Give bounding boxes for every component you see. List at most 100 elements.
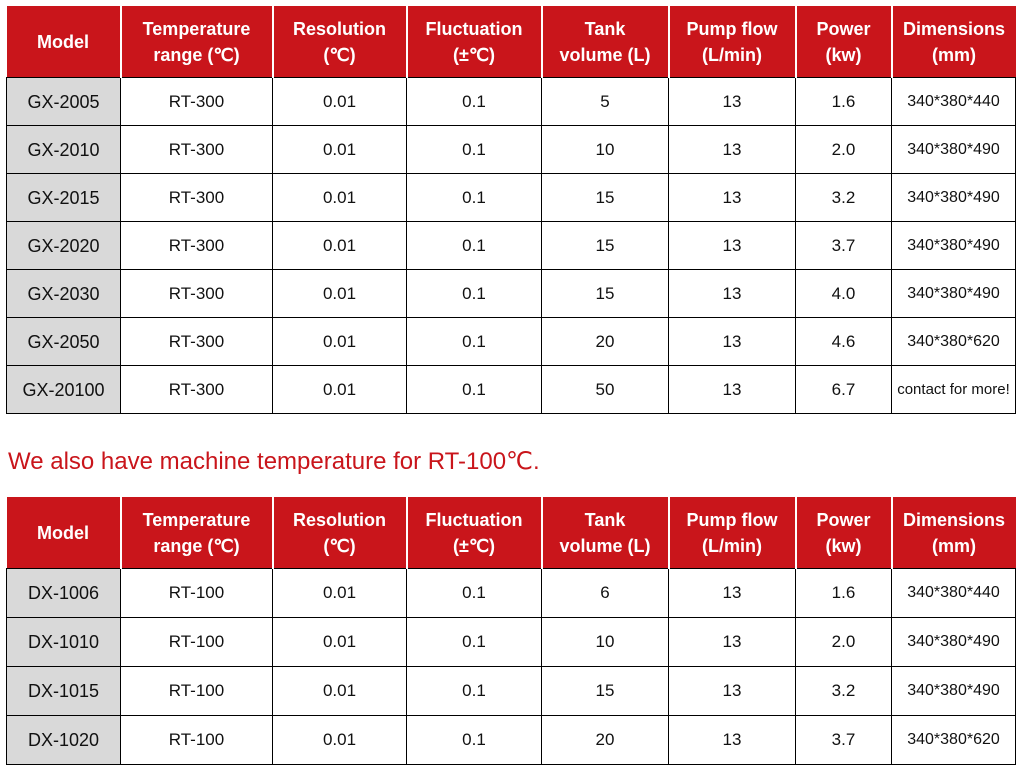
dimensions-cell: contact for more! [891,365,1016,414]
dimensions-cell: 340*380*490 [891,221,1016,270]
power-cell: 4.0 [795,269,892,318]
rt100-availability-note: We also have machine temperature for RT-… [8,448,540,475]
resolution-cell: 0.01 [272,77,407,126]
tank-volume-cell: 50 [541,365,669,414]
header-line: (mm) [932,535,976,556]
pump-flow-cell: 13 [668,173,796,222]
header-line: Pump flow [686,18,778,39]
pump-flow-cell: 13 [668,269,796,318]
model-cell: DX-1006 [6,568,121,618]
power-cell: 6.7 [795,365,892,414]
table-row: GX-2010 RT-300 0.01 0.1 10 13 2.0 340*380*490 [6,125,1016,174]
dimensions-cell: 340*380*620 [891,317,1016,366]
header-line: Resolution [293,509,386,530]
header-line: Dimensions [902,18,1006,39]
header-line: (kw) [825,535,862,556]
table-row: GX-2030 RT-300 0.01 0.1 15 13 4.0 340*380*490 [6,269,1016,318]
fluctuation-cell: 0.1 [406,666,542,716]
table-row: DX-1020 RT-100 0.01 0.1 20 13 3.7 340*380*620 [6,715,1016,765]
power-cell: 1.6 [795,77,892,126]
header-line: (±℃) [452,535,496,556]
tank-volume-cell: 10 [541,617,669,667]
temperature-range-cell: RT-100 [120,666,273,716]
column-header-fluctuation: Fluctuation (±℃) [406,6,543,78]
resolution-cell: 0.01 [272,125,407,174]
table-row: GX-2050 RT-300 0.01 0.1 20 13 4.6 340*380*620 [6,317,1016,366]
dimensions-cell: 340*380*490 [891,269,1016,318]
dimensions-cell: 340*380*490 [891,125,1016,174]
resolution-cell: 0.01 [272,269,407,318]
table-row: GX-2015 RT-300 0.01 0.1 15 13 3.2 340*380*490 [6,173,1016,222]
fluctuation-cell: 0.1 [406,365,542,414]
fluctuation-cell: 0.1 [406,617,542,667]
column-header-temperature: Temperature range (℃) [120,497,274,569]
dimensions-cell: 340*380*620 [891,715,1016,765]
header-line: (L/min) [702,535,762,556]
power-cell: 3.2 [795,173,892,222]
header-line: range (℃) [153,44,240,65]
column-header-power: Power (kw) [795,497,893,569]
header-line: (mm) [932,44,976,65]
model-cell: GX-2050 [6,317,121,366]
temperature-range-cell: RT-300 [120,173,273,222]
column-header-resolution: Resolution (℃) [272,6,408,78]
spec-table-gx: Model Temperature range (℃) Resolution (℃)… [6,6,1016,414]
temperature-range-cell: RT-100 [120,715,273,765]
column-header-dimensions: Dimensions (mm) [891,6,1016,78]
power-cell: 2.0 [795,617,892,667]
power-cell: 3.7 [795,221,892,270]
column-header-tank-volume: Tank volume (L) [541,497,670,569]
tank-volume-cell: 15 [541,221,669,270]
resolution-cell: 0.01 [272,317,407,366]
model-cell: DX-1020 [6,715,121,765]
dimensions-cell: 340*380*490 [891,666,1016,716]
header-line: volume (L) [559,535,651,556]
temperature-range-cell: RT-300 [120,221,273,270]
fluctuation-cell: 0.1 [406,269,542,318]
table-row: GX-2005 RT-300 0.01 0.1 5 13 1.6 340*380*440 [6,77,1016,126]
fluctuation-cell: 0.1 [406,568,542,618]
temperature-range-cell: RT-100 [120,617,273,667]
tank-volume-cell: 6 [541,568,669,618]
column-header-pump-flow: Pump flow (L/min) [668,6,797,78]
pump-flow-cell: 13 [668,125,796,174]
pump-flow-cell: 13 [668,568,796,618]
header-line: Fluctuation [425,509,523,530]
tank-volume-cell: 15 [541,666,669,716]
table-row: GX-2020 RT-300 0.01 0.1 15 13 3.7 340*380*490 [6,221,1016,270]
tank-volume-cell: 20 [541,317,669,366]
table-row: DX-1006 RT-100 0.01 0.1 6 13 1.6 340*380*440 [6,568,1016,618]
table-body: DX-1006 RT-100 0.01 0.1 6 13 1.6 340*380*440 DX-… [6,568,1016,765]
header-line: (℃) [323,535,356,556]
column-header-model: Model [6,497,122,569]
header-line: (±℃) [452,44,496,65]
dimensions-cell: 340*380*440 [891,77,1016,126]
spec-table-dx: Model Temperature range (℃) Resolution (℃)… [6,497,1016,765]
column-header-fluctuation: Fluctuation (±℃) [406,497,543,569]
header-line: (L/min) [702,44,762,65]
temperature-range-cell: RT-300 [120,317,273,366]
resolution-cell: 0.01 [272,568,407,618]
model-cell: GX-2015 [6,173,121,222]
power-cell: 4.6 [795,317,892,366]
tank-volume-cell: 10 [541,125,669,174]
model-cell: GX-2030 [6,269,121,318]
table-row: DX-1015 RT-100 0.01 0.1 15 13 3.2 340*380*490 [6,666,1016,716]
column-header-resolution: Resolution (℃) [272,497,408,569]
column-header-temperature: Temperature range (℃) [120,6,274,78]
model-cell: GX-20100 [6,365,121,414]
table-row: GX-20100 RT-300 0.01 0.1 50 13 6.7 contact for … [6,365,1016,414]
header-line: Temperature [142,18,251,39]
column-header-power: Power (kw) [795,6,893,78]
power-cell: 2.0 [795,125,892,174]
pump-flow-cell: 13 [668,317,796,366]
power-cell: 1.6 [795,568,892,618]
dimensions-cell: 340*380*490 [891,173,1016,222]
table-header-row: Model Temperature range (℃) Resolution (℃)… [6,6,1016,78]
resolution-cell: 0.01 [272,221,407,270]
fluctuation-cell: 0.1 [406,221,542,270]
tank-volume-cell: 15 [541,173,669,222]
power-cell: 3.2 [795,666,892,716]
temperature-range-cell: RT-300 [120,125,273,174]
pump-flow-cell: 13 [668,715,796,765]
